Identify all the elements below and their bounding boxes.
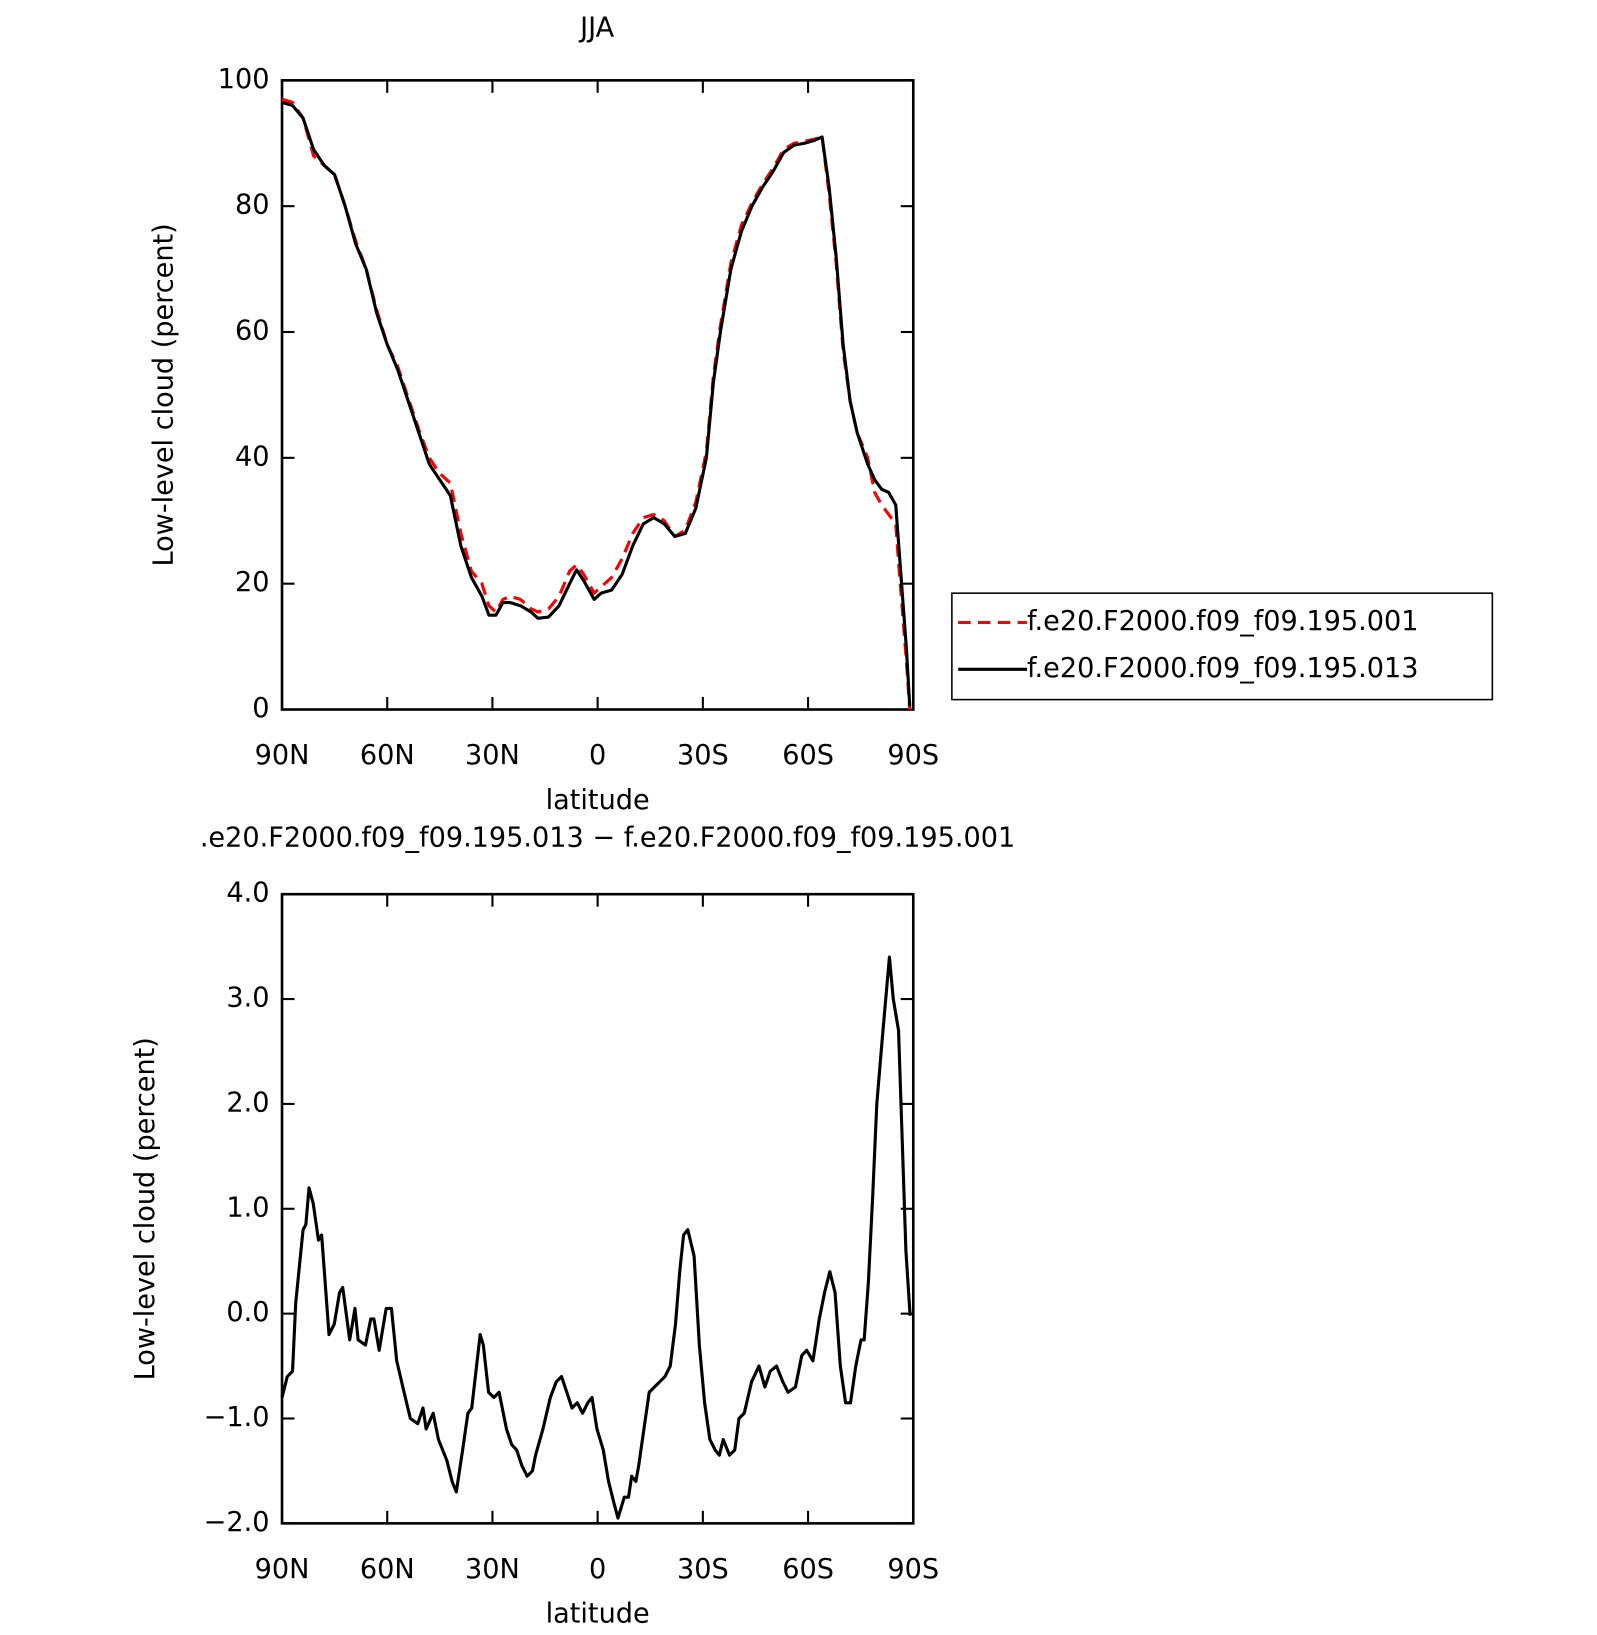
- y-tick-label: 60: [235, 316, 269, 347]
- data-line: [281, 100, 912, 707]
- x-tick-label: 30S: [677, 1554, 729, 1585]
- x-axis-label: latitude: [546, 785, 650, 816]
- y-tick-label: 3.0: [226, 983, 269, 1014]
- chart-title: JJA: [578, 13, 615, 44]
- data-line: [281, 97, 912, 710]
- plot-frame: [280, 79, 915, 711]
- x-tick-label: 90N: [255, 740, 310, 771]
- x-tick-label: 60N: [360, 1554, 415, 1585]
- legend-label: f.e20.F2000.f09_f09.195.013: [1027, 653, 1419, 684]
- x-tick-label: 30N: [465, 740, 520, 771]
- x-tick-label: 90S: [887, 1554, 939, 1585]
- x-axis-label: latitude: [546, 1599, 650, 1630]
- legend-box: [951, 592, 1494, 701]
- y-axis-label: Low-level cloud (percent): [149, 223, 180, 566]
- data-line: [280, 955, 912, 1520]
- chart-title: .e20.F2000.f09_f09.195.013 − f.e20.F2000…: [200, 822, 1015, 853]
- y-tick-label: 40: [235, 441, 269, 472]
- y-tick-label: 1.0: [226, 1192, 269, 1223]
- y-tick-label: −2.0: [204, 1507, 270, 1538]
- y-tick-label: 0.0: [226, 1297, 269, 1328]
- x-tick-label: 90S: [887, 740, 939, 771]
- y-tick-label: 0: [252, 693, 269, 724]
- y-tick-label: −1.0: [204, 1402, 270, 1433]
- y-tick-label: 80: [235, 190, 269, 221]
- x-tick-label: 30S: [677, 740, 729, 771]
- x-tick-label: 0: [589, 740, 606, 771]
- x-tick-label: 30N: [465, 1554, 520, 1585]
- x-tick-label: 60S: [782, 740, 834, 771]
- y-tick-label: 2.0: [226, 1087, 269, 1118]
- x-tick-label: 60S: [782, 1554, 834, 1585]
- x-tick-label: 0: [589, 1554, 606, 1585]
- x-tick-label: 90N: [255, 1554, 310, 1585]
- legend-label: f.e20.F2000.f09_f09.195.001: [1027, 606, 1419, 637]
- x-tick-label: 60N: [360, 740, 415, 771]
- y-tick-label: 20: [235, 567, 269, 598]
- y-tick-label: 4.0: [226, 878, 269, 909]
- y-tick-label: 100: [218, 64, 270, 95]
- y-axis-label: Low-level cloud (percent): [130, 1037, 161, 1380]
